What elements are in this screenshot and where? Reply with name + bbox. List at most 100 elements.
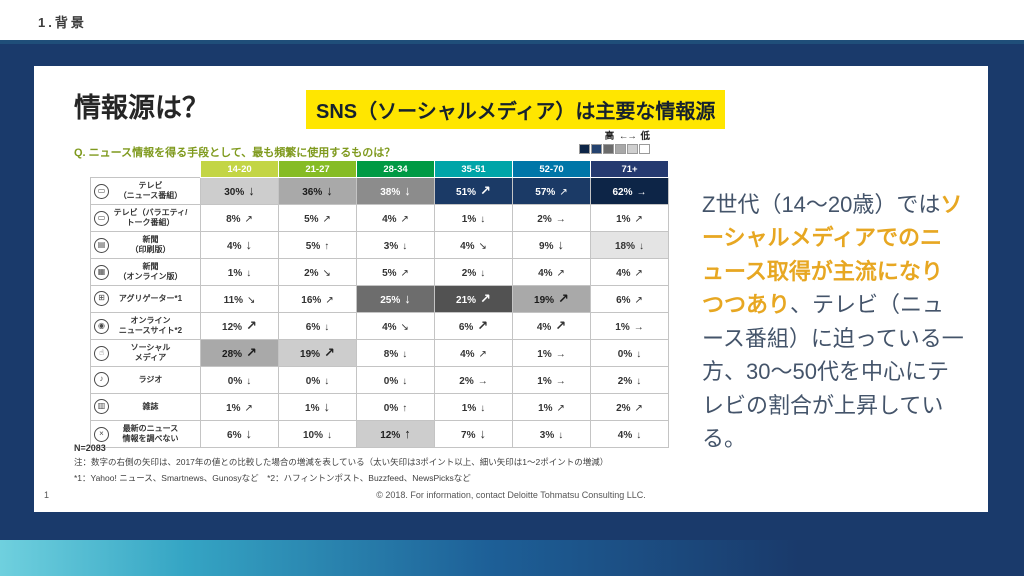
tv-variety-icon: ▭ [94,210,109,226]
table-row: ▭ テレビ （ニュース番組） 30% ↓ 36% ↓ 38% ↓ 51% ↗ 57% ↗ 62% → [90,177,669,205]
cell-value: 1% [226,403,241,414]
cell-value: 4% [460,349,475,360]
cell-value: 12% [380,430,401,441]
table-row: ▭ テレビ（バラエティ/トーク番組） 8% ↗ 5% ↗ 4% ↗ 1% ↓ 2% → 1% ↗ [90,204,669,232]
commentary-post: 、テレビ（ニュース番組）に迫っている一方、30～50代を中心にテレビの割合が上昇… [702,292,964,452]
cell-value: 7% [461,430,476,441]
trend-arrow-ur-icon: ↗ [556,403,565,414]
data-cell: 0% ↓ [278,366,357,394]
data-cell: 57% ↗ [512,177,591,205]
cell-value: 6% [227,430,242,441]
slide-content-card: 情報源は？ SNS（ソーシャルメディア）は主要な情報源 Q. ニュース情報を得る… [34,66,988,512]
data-cell: 28% ↗ [200,339,279,367]
row-label-text: ラジオ [138,374,163,384]
data-cell: 38% ↓ [356,177,435,205]
cell-value: 0% [383,403,399,414]
cell-value: 1% [616,214,631,225]
trend-arrow-ur-icon: ↗ [478,349,487,360]
table-row: ▤ 新聞 （印刷版） 4% ↓ 5% ↑ 3% ↓ 4% ↘ 9% ↓ 18% ↓ [90,231,669,259]
cell-value: 1% [537,349,552,360]
data-cell: 6% ↓ [200,420,279,448]
legend-high-label: 高 [604,131,615,142]
footnote-arrows: 注：数字の右側の矢印は、2017年の値との比較した場合の増減を表している（太い矢… [74,457,609,467]
data-cell: 6% ↗ [434,312,513,340]
header-rule [0,40,1024,44]
data-cell: 6% ↓ [278,312,357,340]
footnote-examples: *1：Yahoo! ニュース、Smartnews、Gunosyなど *2：ハフィ… [74,473,471,483]
data-cell: 3% ↓ [512,420,591,448]
cell-value: 5% [304,214,319,225]
trend-arrow-d-icon: ↓ [480,268,486,279]
row-label-text: テレビ（バラエティ/トーク番組） [113,208,188,227]
cell-value: 51% [456,187,477,198]
data-cell: 2% ↗ [590,393,669,421]
data-cell: 1% → [512,366,591,394]
data-cell: 62% → [590,177,669,205]
trend-arrow-dr-icon: ↘ [478,241,487,252]
cell-value: 2% [461,268,477,279]
row-label: ▤ 新聞 （印刷版） [90,231,201,259]
legend-swatch [639,144,650,154]
cell-value: 1% [461,214,477,225]
trend-arrow-ur-icon: ↗ [322,214,331,225]
section-title: 1.背景 [38,15,87,30]
cell-value: 4% [616,268,631,279]
headline-highlight: SNS（ソーシャルメディア）は主要な情報源 [306,90,726,129]
heatmap-legend: 高 ←→ 低 [534,128,656,154]
cell-value: 4% [538,268,553,279]
data-cell: 1% → [512,339,591,367]
data-cell: 12% ↑ [356,420,435,448]
commentary-text: Z世代（14～20歳）ではソーシャルメディアでのニュース取得が主流になりつつあり… [702,188,964,456]
cell-value: 28% [222,349,243,360]
legend-low-label: 低 [640,131,650,142]
data-cell: 5% ↗ [356,258,435,286]
radio-icon: ♪ [94,372,109,388]
legend-swatches [534,144,656,154]
trend-arrow-r-icon: → [636,187,647,198]
row-label-text: 新聞 （オンライン版） [118,262,183,281]
row-label-text: 最新のニュース 情報を調べない [122,424,179,443]
legend-range-arrow-icon: ←→ [618,131,637,142]
cell-value: 6% [305,322,321,333]
data-cell: 1% ↗ [590,204,669,232]
table-row: ◉ オンライン ニュースサイト*2 12% ↗ 6% ↓ 4% ↘ 6% ↗ 4% ↗ 1% → [90,312,669,340]
trend-arrow-ur-icon: ↗ [325,295,334,306]
trend-arrow-ur-icon: ↗ [244,403,253,414]
trend-arrow-d-icon: ↓ [402,376,408,387]
legend-swatch [627,144,638,154]
trend-arrow-ur-icon: ↗ [634,214,643,225]
trend-arrow-r-icon: → [633,322,644,333]
data-cell: 0% ↓ [590,339,669,367]
data-cell: 1% ↓ [434,393,513,421]
data-cell: 36% ↓ [278,177,357,205]
trend-arrow-d-icon: ↓ [480,214,486,225]
cell-value: 0% [305,376,321,387]
sample-size: N=2083 [74,443,106,453]
commentary-pre: Z世代（14～20歳）では [702,192,941,217]
age-column-header: 28-34 [356,160,435,178]
trend-arrow-ur-icon: ↗ [244,214,253,225]
cell-value: 6% [616,295,631,306]
cell-value: 4% [460,241,475,252]
data-cell: 5% ↑ [278,231,357,259]
trend-arrow-d-icon: ↓ [248,183,255,198]
cell-value: 1% [537,376,552,387]
trend-arrow-r-icon: → [477,376,488,387]
trend-arrow-ur-icon: ↗ [246,345,257,360]
no-news-check-icon: × [94,426,109,442]
row-label-text: 雑誌 [142,401,159,411]
cell-value: 1% [461,403,477,414]
trend-arrow-d-icon: ↓ [636,376,642,387]
table-row: ♪ ラジオ 0% ↓ 0% ↓ 0% ↓ 2% → 1% → 2% ↓ [90,366,669,394]
data-cell: 1% → [590,312,669,340]
cell-value: 16% [301,295,322,306]
trend-arrow-ur-icon: ↗ [558,291,569,306]
trend-arrow-d-icon: ↓ [323,399,330,414]
table-corner [91,161,201,178]
data-cell: 2% → [434,366,513,394]
cell-value: 6% [458,322,474,333]
data-cell: 0% ↑ [356,393,435,421]
trend-arrow-d-icon: ↓ [558,430,564,441]
trend-arrow-dr-icon: ↘ [322,268,331,279]
trend-arrow-r-icon: → [555,214,566,225]
